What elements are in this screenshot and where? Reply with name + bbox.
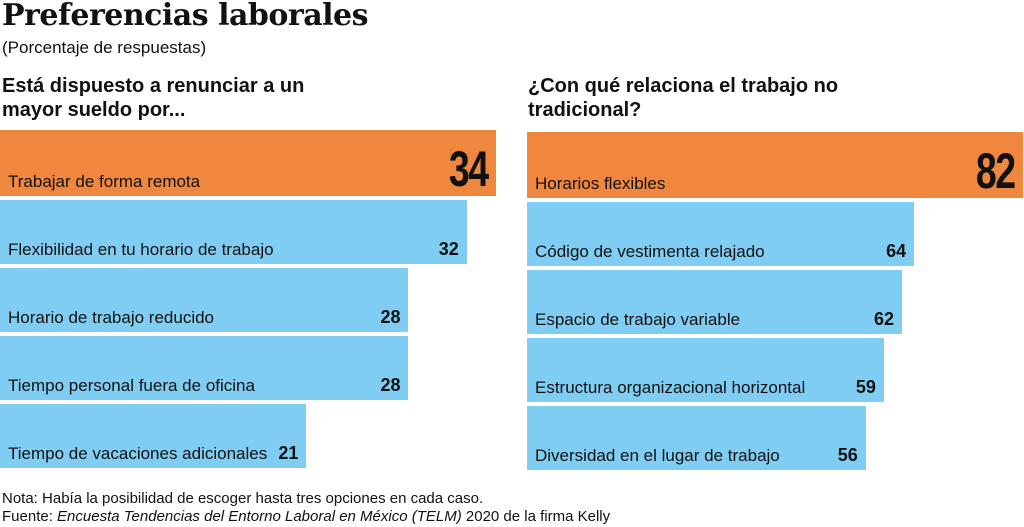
bar-label: Horarios flexibles [535,174,666,193]
bar-label: Horario de trabajo reducido [8,308,215,327]
chart-title: Preferencias laborales [2,0,369,33]
bar-right-1: Código de vestimenta relajado 64 [527,202,915,266]
bar-left-1: Flexibilidad en tu horario de trabajo 32 [0,200,467,264]
bar-label: Flexibilidad en tu horario de trabajo [8,240,274,259]
bar-label: Tiempo personal fuera de oficina [8,376,255,395]
bar-value: 56 [837,445,858,465]
chart-subtitle: (Porcentaje de respuestas) [2,38,207,57]
right-question: ¿Con qué relaciona el trabajo no tradici… [528,75,839,121]
bar-label: Espacio de trabajo variable [535,310,741,329]
bar-value: 21 [278,443,299,463]
bar-label: Estructura organizacional horizontal [535,378,806,397]
bar-value: 62 [873,309,895,329]
bar-value: 28 [380,375,401,395]
bar-right-4: Diversidad en el lugar de trabajo 56 [527,406,866,470]
note: Nota: Había la posibilidad de escoger ha… [2,490,484,507]
bar-value: 32 [438,239,459,259]
source: Fuente: Encuesta Tendencias del Entorno … [2,508,610,525]
source-prefix: Fuente: [2,508,58,525]
bar-value: 64 [886,241,907,261]
bar-value: 34 [449,141,489,197]
bar-right-2: Espacio de trabajo variable 62 [527,270,903,334]
bar-label: Diversidad en el lugar de trabajo [535,446,780,465]
source-title: Encuesta Tendencias del Entorno Laboral … [57,508,462,525]
source-suffix: 2020 de la firma Kelly [461,508,611,525]
bar-value: 82 [976,143,1016,199]
bar-value: 28 [380,307,401,327]
bar-right-0: Horarios flexibles 82 [527,132,1023,199]
bar-left-2: Horario de trabajo reducido 28 [0,268,409,332]
bar-left-3: Tiempo personal fuera de oficina 28 [0,336,409,400]
left-question: Está dispuesto a renunciar a un mayor su… [2,75,305,121]
bar-label: Código de vestimenta relajado [535,242,765,261]
bar-label: Tiempo de vacaciones adicionales [8,444,268,463]
bar-left-4: Tiempo de vacaciones adicionales 21 [0,404,307,468]
bar-label: Trabajar de forma remota [8,172,201,191]
bar-left-0: Trabajar de forma remota 34 [0,130,496,197]
bar-right-3: Estructura organizacional horizontal 59 [527,338,884,402]
bar-value: 59 [855,377,876,397]
